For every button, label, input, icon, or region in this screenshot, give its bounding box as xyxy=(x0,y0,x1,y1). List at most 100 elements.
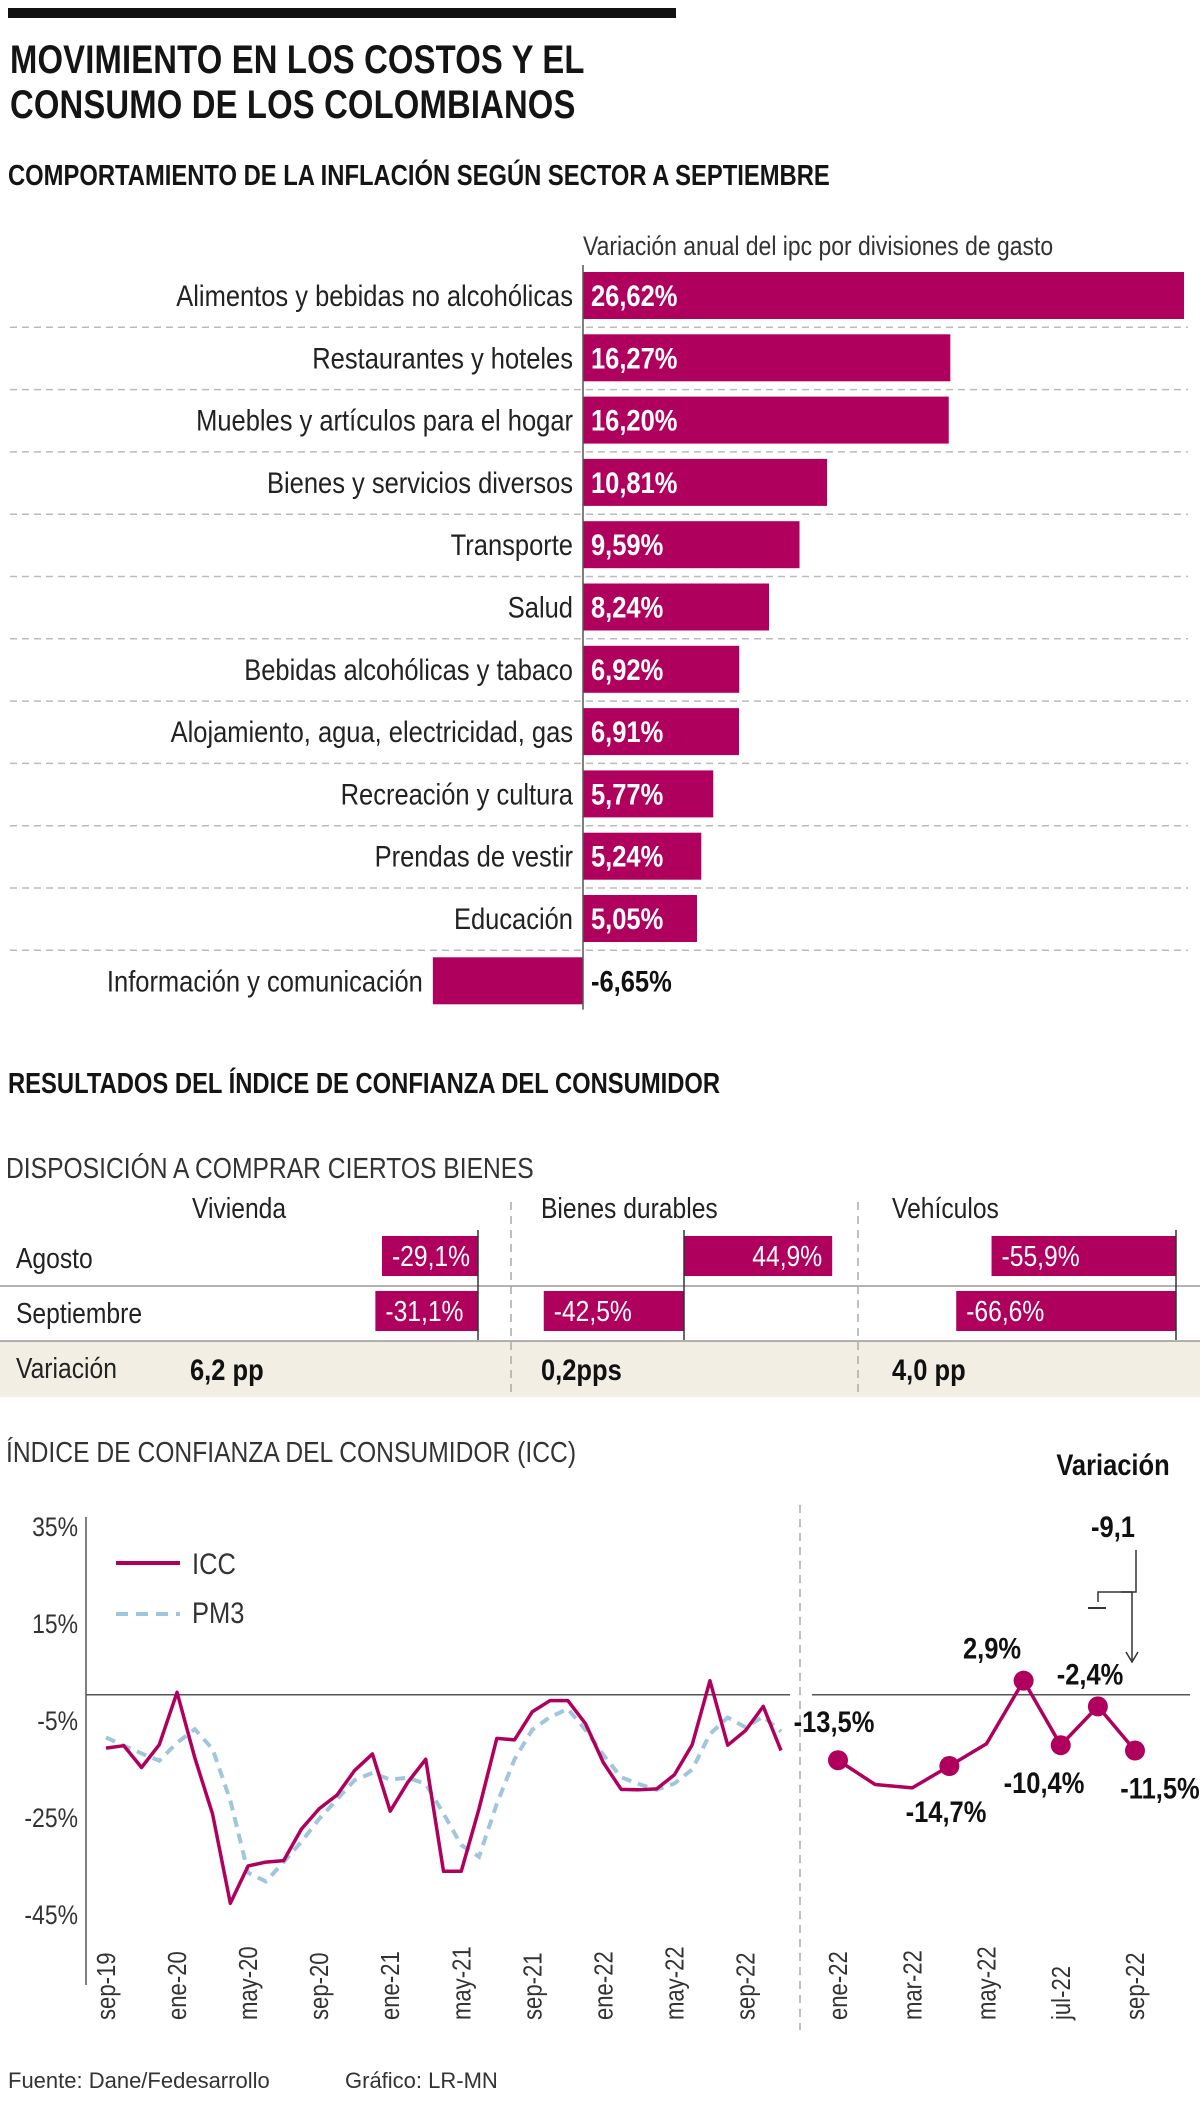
credit-text: Gráfico: LR-MN xyxy=(345,2068,498,2093)
x-tick-label-group: sep-21 xyxy=(519,1952,548,2020)
bar xyxy=(583,583,770,631)
category-label: Restaurantes y hoteles xyxy=(312,341,573,374)
category-label: Prendas de vestir xyxy=(375,840,573,873)
x-tick-label: ene-21 xyxy=(377,1951,406,2020)
x-tick-label: sep-22 xyxy=(1121,1952,1150,2020)
group-header: Vehículos xyxy=(892,1192,999,1224)
x-tick-label-group: may-21 xyxy=(448,1946,477,2020)
bar xyxy=(583,832,702,880)
point-value-label: -10,4% xyxy=(1004,1766,1085,1799)
bar-value-label: 6,92% xyxy=(591,653,664,686)
x-tick-label: sep-19 xyxy=(92,1952,121,2020)
disposition-value: -29,1% xyxy=(392,1240,470,1272)
variation-value: 6,2 pp xyxy=(190,1353,264,1386)
x-tick-label-group: may-20 xyxy=(234,1946,263,2020)
x-tick-label: mar-22 xyxy=(899,1950,928,2020)
x-tick-label-group: jul-22 xyxy=(1047,1966,1076,2021)
disposition-bar xyxy=(375,1291,478,1331)
bar xyxy=(583,272,1184,319)
row-label-septiembre: Septiembre xyxy=(16,1297,142,1329)
legend-pm3-label: PM3 xyxy=(192,1596,244,1629)
disposition-value: 44,9% xyxy=(752,1240,822,1272)
x-tick-label: ene-22 xyxy=(590,1951,619,2020)
disposition-title: DISPOSICIÓN A COMPRAR CIERTOS BIENES xyxy=(6,1151,534,1184)
x-tick-label-group: sep-22 xyxy=(732,1952,761,2020)
category-label: Salud xyxy=(508,591,573,624)
variation-value: -9,1 xyxy=(1091,1510,1135,1543)
icc-2022-marker xyxy=(828,1750,848,1771)
group-header: Bienes durables xyxy=(541,1192,718,1224)
x-tick-label: ene-20 xyxy=(163,1951,192,2020)
disposition-bar xyxy=(956,1291,1176,1331)
category-label: Recreación y cultura xyxy=(341,777,574,810)
icc-2022-marker xyxy=(1050,1735,1071,1756)
bar xyxy=(583,458,828,506)
x-tick-label-group: sep-22 xyxy=(1121,1952,1150,2020)
section2-title: RESULTADOS DEL ÍNDICE DE CONFIANZA DEL C… xyxy=(8,1068,721,1100)
inflation-bar-chart: Variación anual del ipc por divisiones d… xyxy=(10,231,1188,1010)
variation-value: 4,0 pp xyxy=(892,1353,966,1386)
bar xyxy=(583,396,949,444)
x-tick-label-group: mar-22 xyxy=(899,1950,928,2020)
bar-value-label: -6,65% xyxy=(591,964,672,997)
x-tick-label-group: ene-20 xyxy=(163,1951,192,2020)
purchase-disposition-table: DISPOSICIÓN A COMPRAR CIERTOS BIENES Agos… xyxy=(0,1151,1200,1397)
bar-chart-subtitle: Variación anual del ipc por divisiones d… xyxy=(583,231,1053,261)
x-tick-label: sep-21 xyxy=(519,1952,548,2020)
disposition-value: -31,1% xyxy=(385,1295,463,1327)
x-tick-label-group: ene-22 xyxy=(590,1951,619,2020)
bar-value-label: 16,27% xyxy=(591,341,678,374)
x-tick-label: ene-22 xyxy=(824,1951,853,2020)
x-tick-label: may-20 xyxy=(234,1946,263,2020)
category-label: Educación xyxy=(454,902,573,935)
bar-value-label: 5,05% xyxy=(591,902,664,935)
category-label: Alimentos y bebidas no alcohólicas xyxy=(176,279,573,312)
y-tick-label: -45% xyxy=(24,1900,78,1930)
bar-value-label: 5,77% xyxy=(591,777,664,810)
x-tick-label-group: sep-20 xyxy=(306,1952,335,2020)
bar xyxy=(583,521,800,569)
y-tick-label: 15% xyxy=(32,1609,78,1639)
y-tick-label: -25% xyxy=(24,1803,78,1833)
icc-title: ÍNDICE DE CONFIANZA DEL CONSUMIDOR (ICC) xyxy=(6,1436,576,1468)
bar-value-label: 26,62% xyxy=(591,279,678,312)
bar-value-label: 6,91% xyxy=(591,715,664,748)
disposition-value: -55,9% xyxy=(1002,1240,1080,1272)
bar-value-label: 5,24% xyxy=(591,840,664,873)
source-text: Fuente: Dane/Fedesarrollo xyxy=(8,2068,270,2093)
disposition-bar xyxy=(381,1236,478,1276)
x-tick-label-group: ene-21 xyxy=(377,1951,406,2020)
bar xyxy=(583,645,740,693)
title-line-2: CONSUMO DE LOS COLOMBIANOS xyxy=(10,83,576,127)
x-tick-label-group: may-22 xyxy=(661,1946,690,2020)
main-title: MOVIMIENTO EN LOS COSTOS Y EL CONSUMO DE… xyxy=(10,38,730,128)
x-tick-label-group: sep-19 xyxy=(92,1952,121,2020)
variation-bracket xyxy=(1097,1550,1137,1602)
icc-2022-line xyxy=(837,1678,1137,1790)
bar-value-label: 8,24% xyxy=(591,591,664,624)
group-header: Vivienda xyxy=(192,1192,286,1224)
x-tick-label: sep-20 xyxy=(306,1952,335,2020)
icc-line xyxy=(105,1678,783,1906)
variation-arrow-stem xyxy=(1122,1591,1133,1660)
point-value-label: -14,7% xyxy=(906,1795,987,1828)
x-tick-label-group: ene-22 xyxy=(824,1951,853,2020)
bar-value-label: 10,81% xyxy=(591,466,678,499)
y-tick-label: 35% xyxy=(32,1512,78,1542)
disposition-bar xyxy=(543,1291,684,1331)
icc-2022-marker xyxy=(939,1756,960,1777)
category-label: Alojamiento, agua, electricidad, gas xyxy=(171,715,573,748)
x-tick-label: may-22 xyxy=(973,1946,1002,2020)
disposition-value: -42,5% xyxy=(554,1295,632,1327)
bar-value-label: 16,20% xyxy=(591,404,678,437)
x-tick-label-group: may-22 xyxy=(973,1946,1002,2020)
category-label: Muebles y artículos para el hogar xyxy=(196,404,573,437)
category-label: Transporte xyxy=(451,528,573,561)
row-label-agosto: Agosto xyxy=(16,1242,93,1274)
variation-arrow-head xyxy=(1125,1651,1139,1664)
section1-title: COMPORTAMIENTO DE LA INFLACIÓN SEGÚN SEC… xyxy=(8,160,830,192)
point-value-label: -2,4% xyxy=(1057,1657,1124,1690)
x-tick-label: may-22 xyxy=(661,1946,690,2020)
x-tick-label: may-21 xyxy=(448,1946,477,2020)
variation-header: Variación xyxy=(1056,1448,1169,1481)
